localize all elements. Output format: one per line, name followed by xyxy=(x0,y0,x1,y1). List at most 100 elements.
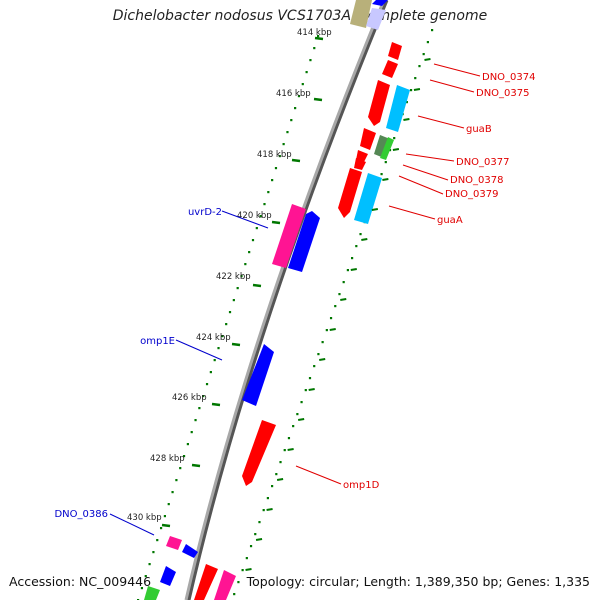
track-dot xyxy=(282,143,285,146)
track-dot xyxy=(262,509,265,512)
track-dot xyxy=(305,71,308,74)
minor-tick xyxy=(403,118,410,121)
minor-tick xyxy=(392,148,400,151)
track-dot xyxy=(355,245,358,248)
track-dot xyxy=(251,239,255,242)
track-dot xyxy=(317,35,320,38)
gene-label[interactable]: omp1D xyxy=(343,480,380,491)
track-dot xyxy=(237,581,240,584)
track-dot xyxy=(167,503,170,506)
gene-guab-partner[interactable] xyxy=(386,85,410,132)
gene-label-leader xyxy=(388,205,436,220)
gene-label[interactable]: DNO_0374 xyxy=(482,72,536,83)
kbp-tick-mark xyxy=(271,220,281,225)
track-dot xyxy=(148,563,151,566)
kbp-tick-mark xyxy=(231,342,241,347)
gene-top-lavender[interactable] xyxy=(366,8,386,30)
gene-bottom-green[interactable] xyxy=(144,586,160,600)
minor-tick xyxy=(329,328,336,331)
kbp-tick-label: 414 kbp xyxy=(297,28,332,38)
track-dot xyxy=(329,317,333,320)
track-dot xyxy=(279,461,282,464)
track-dot xyxy=(255,227,258,230)
track-dot xyxy=(159,527,163,530)
gene-label[interactable]: DNO_0379 xyxy=(445,189,499,200)
reverse-strand-genes xyxy=(160,0,388,600)
gene-bottom-red[interactable] xyxy=(194,564,218,600)
track-dot xyxy=(267,191,270,194)
track-dot xyxy=(245,557,248,560)
gene-bottom-pink[interactable] xyxy=(214,570,236,600)
gene-label[interactable]: DNO_0378 xyxy=(450,175,504,186)
gene-top-blue[interactable] xyxy=(372,0,388,6)
inner-dotted-track xyxy=(233,29,434,596)
gene-label[interactable]: guaB xyxy=(466,124,492,135)
track-dot xyxy=(431,29,434,32)
gene-dno-0374[interactable] xyxy=(388,42,402,60)
gene-label-leader xyxy=(398,175,444,195)
gene-label[interactable]: DNO_0377 xyxy=(456,157,510,168)
gene-dno-0377-green[interactable] xyxy=(380,137,394,160)
track-dot xyxy=(338,293,341,296)
track-dot xyxy=(258,521,261,524)
kbp-tick-mark xyxy=(252,283,262,288)
gene-guab[interactable] xyxy=(368,80,390,126)
accession-label: Accession: NC_009446 xyxy=(9,574,152,589)
gene-labels: DNO_0374 DNO_0375 guaB DNO_0377 DNO_0378 DNO_… xyxy=(54,63,536,536)
minor-tick xyxy=(424,58,431,61)
gene-dno-0377[interactable] xyxy=(360,128,376,150)
kbp-tick-label: 426 kbp xyxy=(172,393,207,403)
gene-dno-0375[interactable] xyxy=(382,60,398,78)
track-dot xyxy=(274,167,278,170)
gene-dno-0378[interactable] xyxy=(356,150,368,162)
track-dot xyxy=(156,539,159,542)
gene-dno-0386-partner[interactable] xyxy=(182,544,198,558)
track-dot xyxy=(290,119,293,122)
gene-omp1d[interactable] xyxy=(242,420,276,486)
gene-uvrd-2-partner[interactable] xyxy=(288,211,320,272)
gene-label-leader xyxy=(402,164,449,181)
gene-label-leader xyxy=(405,153,455,162)
gene-label-leader xyxy=(109,513,155,536)
track-dot xyxy=(359,233,362,236)
track-dot xyxy=(186,443,189,446)
gene-top-olive[interactable] xyxy=(350,0,372,28)
gene-dno-0379[interactable] xyxy=(354,158,366,170)
track-dot xyxy=(209,371,212,374)
track-dot xyxy=(294,107,297,110)
gene-bottom-blue[interactable] xyxy=(160,566,176,586)
track-dot xyxy=(236,287,239,290)
track-dot xyxy=(296,413,299,416)
track-dot xyxy=(388,149,392,152)
track-dot xyxy=(254,533,257,536)
track-dot xyxy=(286,131,289,134)
minor-tick xyxy=(297,418,305,421)
gene-dno-0377-partner[interactable] xyxy=(374,135,390,158)
track-dot xyxy=(233,593,236,596)
gene-label[interactable]: DNO_0386 xyxy=(54,509,108,520)
track-dot xyxy=(175,479,178,482)
track-dot xyxy=(317,353,320,356)
gene-guaa-partner[interactable] xyxy=(354,173,382,224)
gene-uvrd-2[interactable] xyxy=(272,204,306,268)
track-dot xyxy=(325,329,328,332)
track-dot xyxy=(271,179,274,182)
gene-guaa[interactable] xyxy=(338,168,362,218)
track-dot xyxy=(418,65,421,68)
kbp-tick-label: 416 kbp xyxy=(276,89,311,99)
gene-label[interactable]: uvrD-2 xyxy=(188,207,222,218)
track-dot xyxy=(384,161,387,164)
gene-dno-0386[interactable] xyxy=(166,536,182,550)
track-dot xyxy=(244,263,247,266)
gene-omp1e[interactable] xyxy=(242,344,274,406)
gene-label[interactable]: guaA xyxy=(437,215,463,226)
track-dot xyxy=(140,587,144,590)
gene-label[interactable]: omp1E xyxy=(140,336,175,347)
track-dot xyxy=(426,41,429,44)
kbp-tick-label: 418 kbp xyxy=(257,150,292,160)
track-dot xyxy=(144,575,147,578)
backbone-shadow xyxy=(185,0,389,600)
track-dot xyxy=(308,377,312,380)
gene-label[interactable]: DNO_0375 xyxy=(476,88,530,99)
